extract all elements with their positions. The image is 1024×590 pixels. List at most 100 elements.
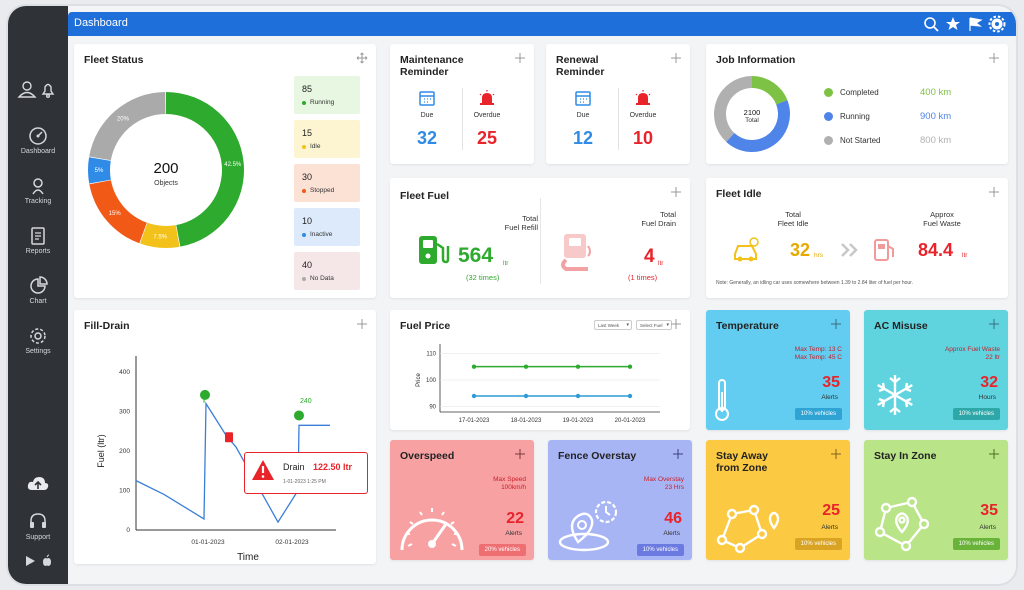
idle-value: 32 bbox=[790, 240, 811, 260]
gear-icon[interactable] bbox=[988, 15, 1006, 33]
drag-handle-icon[interactable] bbox=[514, 52, 526, 64]
snowflake-icon bbox=[877, 375, 913, 415]
sidebar-item-chart[interactable]: Chart bbox=[8, 276, 68, 305]
max-overstay-line2: 23 Hrs bbox=[664, 484, 684, 491]
legend-item-inactive[interactable]: 10 Inactive bbox=[294, 208, 360, 246]
sidebar-item-tracking[interactable]: Tracking bbox=[8, 176, 68, 205]
drain-value: 4 bbox=[644, 246, 655, 267]
sidebar-item-dashboard[interactable]: Dashboard bbox=[8, 126, 68, 155]
price-point[interactable] bbox=[523, 364, 529, 369]
job-donut bbox=[714, 76, 790, 152]
calendar-icon bbox=[419, 91, 435, 106]
drag-handle-icon[interactable] bbox=[830, 448, 842, 460]
fleet-status-card: Fleet Status 42.5% 7.5% 15% 5% 20% 200 Objec… bbox=[74, 44, 376, 298]
drag-handle-icon[interactable] bbox=[356, 318, 368, 330]
card-title: Fleet Idle bbox=[716, 188, 762, 200]
sidebar-item-label: Dashboard bbox=[20, 148, 56, 155]
fuel-fill-marker[interactable] bbox=[200, 389, 210, 400]
sidebar-item-reports[interactable]: Reports bbox=[8, 226, 68, 255]
job-segment-completed[interactable] bbox=[752, 76, 788, 105]
ac-misuse-card: AC Misuse Approx Fuel Waste 22 ltr 32 Ho… bbox=[864, 310, 1008, 430]
fuel-drain-marker[interactable] bbox=[225, 432, 233, 443]
drag-handle-icon[interactable] bbox=[670, 186, 682, 198]
idle-car-icon bbox=[734, 237, 759, 262]
divider bbox=[540, 198, 541, 284]
refill-label: Total Fuel Refill bbox=[466, 214, 538, 232]
drag-handle-icon[interactable] bbox=[988, 186, 1000, 198]
app-store-icons[interactable] bbox=[8, 554, 68, 568]
legend-item-idle[interactable]: 15 Idle bbox=[294, 120, 360, 158]
legend-item-stopped[interactable]: 30 Stopped bbox=[294, 164, 360, 202]
job-total-label: Total bbox=[745, 117, 759, 124]
card-title-line1: Maintenance bbox=[400, 54, 464, 66]
price-point[interactable] bbox=[627, 393, 633, 399]
drag-handle-icon[interactable] bbox=[670, 318, 682, 330]
drag-handle-icon[interactable] bbox=[988, 318, 1000, 330]
drain-unit: ltr bbox=[658, 260, 664, 267]
donut-segment-stopped[interactable] bbox=[89, 180, 147, 244]
drag-handle-icon[interactable] bbox=[830, 318, 842, 330]
flag-icon[interactable] bbox=[966, 15, 984, 33]
card-title: Overspeed bbox=[400, 450, 455, 462]
alert-unit: Alerts bbox=[821, 394, 838, 401]
job-total-value: 2100 bbox=[743, 108, 761, 117]
divider bbox=[618, 88, 619, 150]
drag-handle-icon[interactable] bbox=[988, 52, 1000, 64]
divider bbox=[462, 88, 463, 150]
price-point[interactable] bbox=[523, 393, 529, 399]
fuel-drain-icon bbox=[561, 234, 591, 271]
card-title-line1: Stay Away bbox=[716, 450, 768, 462]
fuel-fill-marker[interactable] bbox=[294, 410, 304, 421]
drag-handle-icon[interactable] bbox=[670, 52, 682, 64]
vehicle-pct-badge: 10% vehicles bbox=[952, 538, 1000, 550]
price-point[interactable] bbox=[471, 393, 477, 399]
price-point[interactable] bbox=[471, 364, 477, 369]
legend-label: Stopped bbox=[310, 187, 335, 194]
sidebar-item-settings[interactable]: Settings bbox=[8, 326, 68, 355]
warning-icon bbox=[252, 460, 274, 480]
legend-item-running[interactable]: 85 Running bbox=[294, 76, 360, 114]
price-point[interactable] bbox=[627, 364, 633, 369]
alert-count: 25 bbox=[822, 502, 840, 519]
job-segment-running[interactable] bbox=[726, 100, 790, 152]
drag-handle-icon[interactable] bbox=[672, 448, 684, 460]
donut-segment-no-data[interactable] bbox=[89, 92, 166, 161]
donut-segment-running[interactable] bbox=[166, 92, 245, 247]
fleet-idle-card: Fleet Idle Total Fleet Idle 32 hrs Approx… bbox=[706, 178, 1008, 298]
maintenance-reminder-card: Maintenance Reminder Due Overdue 32 25 bbox=[390, 44, 534, 164]
cloud-upload-icon bbox=[27, 477, 49, 490]
job-segment-not-started[interactable] bbox=[714, 76, 752, 142]
sidebar-item-label: Support bbox=[25, 534, 51, 541]
y-tick-label: 0 bbox=[126, 527, 130, 534]
cloud-upload-button[interactable] bbox=[8, 474, 68, 496]
sidebar-item-support[interactable]: Support bbox=[8, 512, 68, 541]
waste-label: Approx Fuel Waste bbox=[902, 210, 982, 228]
star-icon[interactable] bbox=[944, 15, 962, 33]
price-point[interactable] bbox=[575, 364, 581, 369]
fuel-waste-line2: 22 ltr bbox=[985, 354, 1000, 361]
waste-label-line2: Fuel Waste bbox=[923, 219, 961, 228]
page-title: Dashboard bbox=[74, 17, 128, 29]
overdue-label: Overdue bbox=[473, 112, 501, 119]
fuel-select[interactable]: Select Fuel ▾ bbox=[636, 320, 672, 330]
legend-item-no-data[interactable]: 40 No Data bbox=[294, 252, 360, 290]
period-select[interactable]: Last Week ▾ bbox=[594, 320, 632, 330]
card-title: Temperature bbox=[716, 320, 779, 332]
card-title: AC Misuse bbox=[874, 320, 928, 332]
drain-label-line1: Total bbox=[660, 210, 676, 219]
speedometer-icon bbox=[29, 127, 47, 145]
donut-segment-idle[interactable] bbox=[140, 222, 180, 248]
hours-unit: Hours bbox=[978, 394, 996, 401]
drag-handle-icon[interactable] bbox=[356, 52, 368, 64]
drag-handle-icon[interactable] bbox=[988, 448, 1000, 460]
drag-handle-icon[interactable] bbox=[514, 448, 526, 460]
price-point[interactable] bbox=[575, 393, 581, 399]
fuel-price-card: Fuel Price Last Week ▾ Select Fuel ▾ 110 10… bbox=[390, 310, 690, 430]
search-icon[interactable] bbox=[922, 15, 940, 33]
thermometer-icon bbox=[715, 379, 729, 421]
x-tick-label: 18-01-2023 bbox=[511, 418, 542, 424]
siren-icon bbox=[635, 90, 651, 105]
waste-label-line1: Approx bbox=[930, 210, 954, 219]
donut-segment-inactive[interactable] bbox=[88, 157, 111, 184]
fuel-price-chart: 110 100 90 Price 17-01-2023 18-01-2023 19-01-2… bbox=[416, 344, 660, 424]
